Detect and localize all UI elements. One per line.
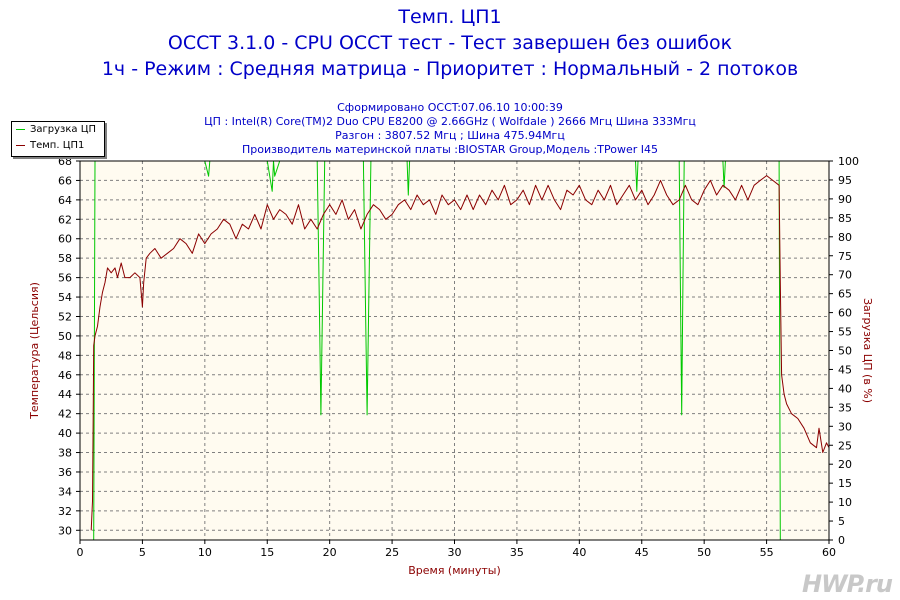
- y-left-tick-label: 60: [58, 233, 72, 246]
- x-tick-label: 50: [697, 546, 711, 559]
- y-right-tick-label: 30: [838, 420, 852, 433]
- legend: Загрузка ЦП Темп. ЦП1: [11, 121, 105, 157]
- y-right-tick-label: 35: [838, 401, 852, 414]
- y-left-tick-label: 38: [58, 447, 72, 460]
- generated-info: Сформировано OCCT:07.06.10 10:00:39: [337, 101, 563, 114]
- x-tick-label: 35: [510, 546, 524, 559]
- legend-swatch-cpu-temp: [16, 144, 25, 146]
- y-right-tick-label: 90: [838, 193, 852, 206]
- y-right-tick-label: 20: [838, 458, 852, 471]
- x-tick-label: 45: [635, 546, 649, 559]
- x-tick-label: 15: [260, 546, 274, 559]
- y-right-tick-label: 45: [838, 363, 852, 376]
- y-right-tick-label: 0: [838, 534, 845, 547]
- y-right-tick-label: 55: [838, 326, 852, 339]
- series-line-cpu-temp: [90, 175, 829, 531]
- motherboard-info: Производитель материнской платы :BIOSTAR…: [242, 143, 658, 156]
- axis-ticks: 0 5 10 15 20 25 30 35 40 45 50 55 603032343638404244…: [58, 155, 859, 559]
- y-left-tick-label: 32: [58, 505, 72, 518]
- y-right-tick-label: 100: [838, 155, 859, 168]
- y-right-tick-label: 75: [838, 250, 852, 263]
- y-left-tick-label: 48: [58, 349, 72, 362]
- x-tick-label: 40: [572, 546, 586, 559]
- x-tick-label: 5: [139, 546, 146, 559]
- y-left-tick-label: 36: [58, 466, 72, 479]
- plot-area: [80, 161, 829, 540]
- y-right-tick-label: 70: [838, 269, 852, 282]
- y-left-tick-label: 44: [58, 388, 72, 401]
- y-right-tick-label: 60: [838, 307, 852, 320]
- y-right-tick-label: 40: [838, 382, 852, 395]
- y-left-tick-label: 64: [58, 194, 72, 207]
- legend-swatch-cpu-load: [16, 128, 25, 130]
- y-left-tick-label: 68: [58, 155, 72, 168]
- y-left-tick-label: 34: [58, 485, 72, 498]
- y-left-tick-label: 58: [58, 252, 72, 265]
- series-line-cpu-load: [91, 161, 829, 540]
- y-right-tick-label: 25: [838, 439, 852, 452]
- legend-label-cpu-temp: Темп. ЦП1: [30, 140, 85, 151]
- y-right-tick-label: 80: [838, 231, 852, 244]
- legend-item-cpu-load: Загрузка ЦП: [16, 123, 96, 137]
- chart-title: Темп. ЦП1: [398, 6, 502, 28]
- y-right-tick-label: 65: [838, 288, 852, 301]
- y-left-tick-label: 42: [58, 408, 72, 421]
- y-right-tick-label: 15: [838, 477, 852, 490]
- y-right-tick-label: 10: [838, 496, 852, 509]
- overclock-info: Разгон : 3807.52 Мгц ; Шина 475.94Мгц: [335, 129, 565, 142]
- y-left-tick-label: 56: [58, 272, 72, 285]
- chart-mode-line: 1ч - Режим : Средняя матрица - Приоритет…: [101, 58, 799, 80]
- y-axis-left-label: Температура (Цельсия): [28, 282, 41, 420]
- y-axis-right-label: Загрузка ЦП (в %): [861, 298, 874, 403]
- x-tick-label: 0: [77, 546, 84, 559]
- watermark-logo: HWP.ru: [802, 570, 893, 598]
- x-tick-label: 10: [198, 546, 212, 559]
- legend-label-cpu-load: Загрузка ЦП: [30, 124, 97, 135]
- y-right-tick-label: 5: [838, 515, 845, 528]
- x-tick-label: 55: [760, 546, 774, 559]
- chart-subtitle: OCCT 3.1.0 - CPU OCCT тест - Тест заверш…: [167, 32, 733, 54]
- y-right-tick-label: 95: [838, 174, 852, 187]
- y-left-tick-label: 62: [58, 213, 72, 226]
- x-axis-label: Время (минуты): [408, 564, 501, 577]
- y-left-tick-label: 52: [58, 310, 72, 323]
- y-left-tick-label: 54: [58, 291, 72, 304]
- series-layer: [90, 161, 829, 540]
- y-left-tick-label: 66: [58, 174, 72, 187]
- y-left-tick-label: 50: [58, 330, 72, 343]
- y-left-tick-label: 46: [58, 369, 72, 382]
- x-tick-label: 25: [385, 546, 399, 559]
- x-tick-label: 20: [323, 546, 337, 559]
- y-right-tick-label: 85: [838, 212, 852, 225]
- legend-item-cpu-temp: Темп. ЦП1: [16, 139, 84, 153]
- y-left-tick-label: 30: [58, 524, 72, 537]
- y-right-tick-label: 50: [838, 345, 852, 358]
- x-tick-label: 30: [448, 546, 462, 559]
- y-left-tick-label: 40: [58, 427, 72, 440]
- x-tick-label: 60: [822, 546, 836, 559]
- cpu-info: ЦП : Intel(R) Core(TM)2 Duo CPU E8200 @ …: [204, 115, 696, 128]
